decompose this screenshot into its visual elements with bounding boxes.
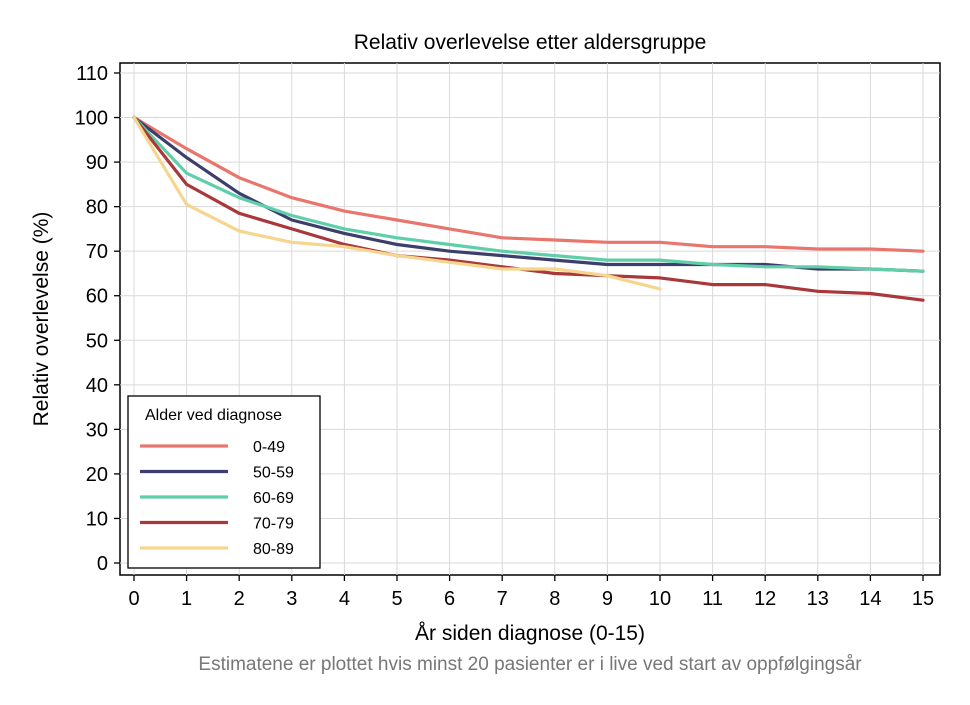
x-tick-label: 14 — [859, 588, 881, 610]
series-line-80-89 — [132, 115, 662, 291]
y-tick-label: 20 — [86, 464, 108, 486]
series-line-60-69 — [132, 115, 925, 273]
y-axis-title: Relativ overlevelse (%) — [30, 212, 53, 427]
legend-label-80-89: 80-89 — [253, 541, 294, 558]
series-line-0-49 — [132, 115, 925, 253]
x-tick-label: 0 — [128, 588, 139, 610]
x-tick-label: 1 — [181, 588, 192, 610]
series-lines — [132, 115, 925, 302]
x-axis: 0 1 2 3 4 5 6 7 8 9 10 11 12 13 14 15 — [128, 575, 934, 610]
x-tick-label: 2 — [234, 588, 245, 610]
y-tick-label: 100 — [75, 108, 108, 130]
y-tick-label: 0 — [97, 553, 108, 575]
legend-label-0-49: 0-49 — [253, 439, 285, 456]
x-tick-label: 13 — [807, 588, 829, 610]
x-tick-label: 8 — [549, 588, 560, 610]
y-tick-label: 10 — [86, 508, 108, 530]
legend-label-70-79: 70-79 — [253, 516, 294, 533]
y-tick-label: 80 — [86, 197, 108, 219]
y-tick-label: 30 — [86, 419, 108, 441]
y-tick-label: 40 — [86, 375, 108, 397]
footnote: Estimatene er plottet hvis minst 20 pasi… — [198, 654, 862, 675]
y-tick-label: 90 — [86, 152, 108, 174]
y-tick-label: 70 — [86, 241, 108, 263]
x-tick-label: 3 — [286, 588, 297, 610]
legend-label-60-69: 60-69 — [253, 490, 294, 507]
legend-title: Alder ved diagnose — [145, 407, 282, 424]
legend-label-50-59: 50-59 — [253, 465, 294, 482]
legend: Alder ved diagnose 0-49 50-59 60-69 70-79 80… — [127, 395, 321, 569]
y-tick-label: 50 — [86, 330, 108, 352]
x-tick-label: 15 — [912, 588, 934, 610]
y-axis: 0 10 20 30 40 50 60 70 80 90 100 110 — [75, 63, 120, 575]
y-tick-label: 110 — [76, 63, 108, 85]
x-tick-label: 9 — [602, 588, 613, 610]
x-axis-title: År siden diagnose (0-15) — [415, 622, 645, 645]
x-tick-label: 4 — [339, 588, 350, 610]
x-tick-label: 11 — [702, 588, 723, 610]
x-tick-label: 7 — [497, 588, 508, 610]
x-tick-label: 5 — [391, 588, 402, 610]
chart-title: Relativ overlevelse etter aldersgruppe — [354, 31, 707, 54]
legend-box — [127, 395, 321, 569]
x-tick-label: 10 — [649, 588, 671, 610]
x-tick-label: 6 — [444, 588, 455, 610]
x-tick-label: 12 — [754, 588, 776, 610]
y-tick-label: 60 — [86, 286, 108, 308]
